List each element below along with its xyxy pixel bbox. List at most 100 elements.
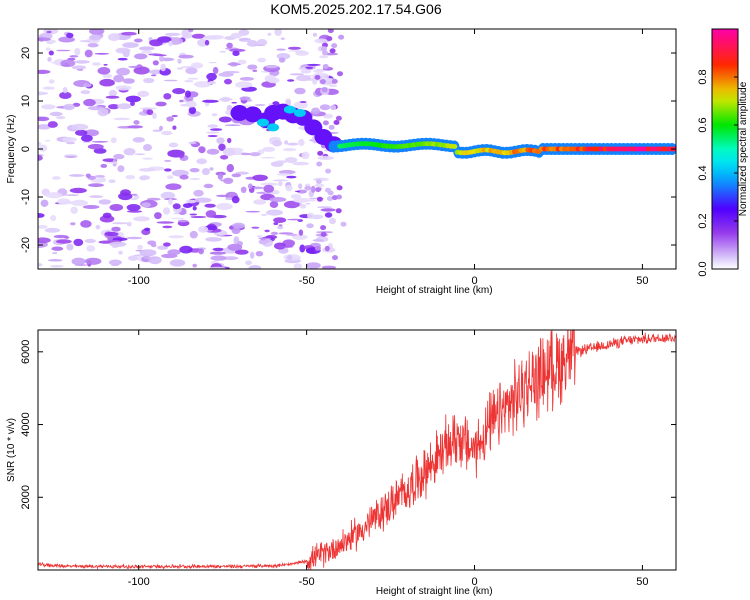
heatmap-noise-cell [192,263,197,268]
heatmap-noise-cell [111,226,121,232]
heatmap-noise-cell [331,195,338,201]
heatmap-noise-cell [252,69,258,72]
heatmap-noise-cell [276,48,286,51]
heatmap-noise-cell [138,168,156,172]
heatmap-noise-cell [207,35,225,40]
heatmap-noise-cell [314,38,329,44]
heatmap-noise-cell [48,79,55,84]
heatmap-noise-cell [212,247,225,252]
heatmap-noise-cell [247,183,253,189]
heatmap-noise-cell [240,152,252,156]
heatmap-cells [38,29,676,269]
heatmap-noise-cell [83,83,92,88]
heatmap-noise-cell [109,241,127,247]
heatmap-noise-cell [65,194,79,197]
heatmap-noise-cell [47,57,52,62]
heatmap-noise-cell [298,183,303,189]
heatmap-noise-cell [40,199,49,207]
heatmap-noise-cell [269,197,287,202]
heatmap-noise-cell [206,148,220,155]
heatmap-noise-cell [311,107,321,115]
heatmap-noise-cell [185,100,197,108]
heatmap-noise-cell [130,101,135,107]
heatmap-noise-cell [235,81,253,88]
heatmap-noise-cell [152,60,159,66]
heatmap-noise-cell [272,179,289,182]
heatmap-noise-cell [141,50,153,54]
heatmap-noise-cell [319,55,329,59]
heatmap-noise-cell [38,263,43,267]
heatmap-noise-cell [204,39,210,46]
snr-line-series [38,330,676,570]
heatmap-noise-cell [47,259,63,262]
heatmap-noise-cell [133,120,140,125]
heatmap-noise-cell [108,259,122,266]
heatmap-noise-cell [283,148,297,152]
heatmap-noise-cell [108,33,120,42]
heatmap-noise-cell [205,237,223,242]
heatmap-noise-cell [210,128,223,131]
heatmap-signal-cell [293,109,306,117]
heatmap-noise-cell [278,181,283,187]
heatmap-noise-cell [294,87,306,95]
heatmap-noise-cell [321,46,327,52]
heatmap-noise-cell [52,176,61,180]
heatmap-noise-cell [250,251,255,259]
heatmap-noise-cell [146,109,154,116]
heatmap-noise-cell [317,156,334,160]
heatmap-noise-cell [304,183,311,187]
heatmap-noise-cell [251,226,260,229]
heatmap-noise-cell [185,67,198,75]
heatmap-noise-cell [245,210,261,213]
heatmap-noise-cell [198,248,205,255]
y-tick-label: -20 [20,237,32,253]
heatmap-noise-cell [198,146,206,154]
heatmap-noise-cell [322,50,328,56]
heatmap-noise-cell [66,243,74,251]
y-axis-title-top: Frequency (Hz) [6,115,17,184]
heatmap-noise-cell [312,32,318,37]
heatmap-noise-cell [206,131,219,134]
heatmap-noise-cell [220,155,229,160]
x-axis-title-bottom: Height of straight line (km) [376,586,493,597]
heatmap-noise-cell [209,251,227,255]
heatmap-noise-cell [278,57,286,63]
heatmap-noise-cell [106,162,119,164]
heatmap-noise-cell [256,234,263,239]
heatmap-noise-cell [168,142,179,148]
heatmap-noise-cell [253,199,267,205]
heatmap-noise-cell [314,74,321,80]
heatmap-noise-cell [275,160,287,164]
heatmap-noise-cell [295,50,309,56]
heatmap-noise-cell [328,124,335,130]
heatmap-noise-cell [290,194,302,199]
heatmap-noise-cell [63,103,75,111]
heatmap-noise-cell [229,48,246,53]
heatmap-noise-cell [240,186,247,193]
heatmap-noise-cell [56,116,66,120]
heatmap-noise-cell [89,195,104,199]
heatmap-noise-cell [84,129,99,137]
heatmap-noise-cell [172,88,186,95]
heatmap-noise-cell [166,175,174,180]
heatmap-noise-cell [102,73,113,79]
heatmap-noise-cell [108,179,116,183]
heatmap-noise-cell [165,183,182,190]
heatmap-noise-cell [71,65,87,70]
heatmap-noise-cell [134,153,146,156]
heatmap-noise-cell [179,245,193,254]
colorbar-tick-label: 0.0 [697,261,709,276]
heatmap-noise-cell [320,231,327,237]
heatmap-noise-cell [45,192,63,199]
heatmap-noise-cell [87,43,99,48]
heatmap-noise-cell [143,144,152,151]
heatmap-noise-cell [50,215,57,221]
heatmap-noise-cell [274,29,282,36]
y-tick-label: 0 [20,146,32,152]
chart-title: KOM5.2025.202.17.54.G06 [270,1,442,17]
heatmap-noise-cell [38,91,49,96]
heatmap-noise-cell [299,244,306,253]
heatmap-noise-cell [117,165,125,173]
heatmap-noise-cell [306,262,321,269]
heatmap-noise-cell [315,187,322,193]
